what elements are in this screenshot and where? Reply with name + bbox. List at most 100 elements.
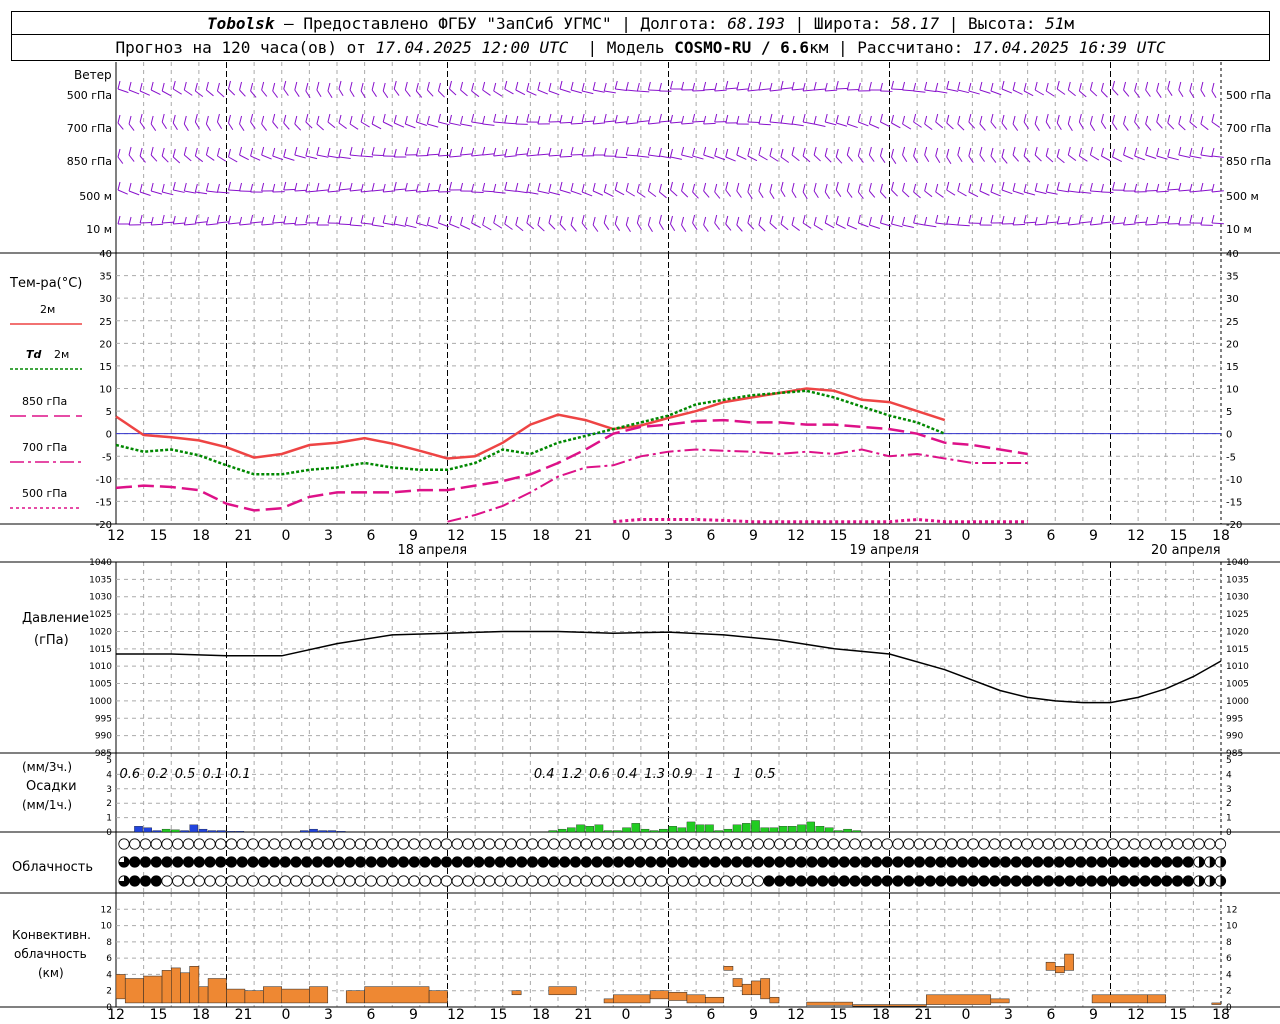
cloud-cell <box>344 875 356 887</box>
cloud-cell <box>494 875 506 887</box>
cloud-cell-fill <box>1043 856 1054 868</box>
precip-tick-right: 0 <box>1226 828 1232 838</box>
wind-barb <box>615 121 628 124</box>
wind-barb <box>1090 89 1098 97</box>
wind-barb <box>1101 221 1114 224</box>
wind-barb-feather <box>725 148 729 158</box>
wind-barb <box>902 89 915 92</box>
wind-barb <box>780 122 793 125</box>
cloud-cell <box>1128 838 1141 850</box>
wind-barb <box>1200 154 1213 158</box>
wind-barb <box>117 156 124 164</box>
cloud-cell <box>397 838 410 850</box>
conv-tick-left: 8 <box>106 938 112 948</box>
cloud-cell <box>731 838 743 850</box>
wind-barb-feather <box>272 82 276 92</box>
wind-barb <box>626 89 639 92</box>
cloud-cell-fill <box>1086 856 1097 868</box>
wind-barb-feather <box>1001 114 1005 124</box>
wind-barb <box>184 190 196 194</box>
wind-barb-feather <box>647 216 651 226</box>
wind-barb <box>824 155 832 163</box>
wind-barb <box>1012 89 1023 95</box>
wind-barb-feather <box>902 146 906 156</box>
wind-barb <box>1200 89 1206 98</box>
wind-barb <box>1013 223 1026 226</box>
provider: Предоставлено ФГБУ "ЗапСиб УГМС" <box>303 13 612 33</box>
cloud-cell-fill <box>527 856 538 868</box>
cloud-cell <box>247 838 259 850</box>
precip-unit-3h: (мм/3ч.) <box>22 760 72 774</box>
wind-barb <box>382 121 393 127</box>
wind-barb <box>438 90 445 98</box>
cloud-cell <box>645 838 657 850</box>
wind-barb-feather <box>968 183 972 193</box>
wind-barb-feather <box>780 148 784 158</box>
conv-bar <box>741 983 752 996</box>
conv-bar <box>345 990 365 1004</box>
wind-barb-feather <box>437 183 441 193</box>
wind-barb <box>515 224 524 232</box>
cloud-cell <box>580 838 592 850</box>
wind-barb-feather <box>780 80 784 90</box>
wind-barb <box>305 90 311 98</box>
wind-barb <box>416 222 428 227</box>
wind-barb <box>283 122 290 130</box>
wind-barb <box>415 90 423 98</box>
wind-barb-feather <box>990 214 994 224</box>
wind-barb <box>957 123 965 131</box>
wind-barb <box>1211 155 1224 158</box>
wind-barb-feather <box>879 214 883 224</box>
conv-bar <box>806 1001 853 1006</box>
cloud-cell <box>505 838 517 850</box>
wind-barb <box>1178 189 1191 192</box>
precip-bar <box>613 830 622 833</box>
wind-barb-feather <box>581 214 585 224</box>
wind-barb <box>327 155 340 159</box>
pressure-tick-left: 1015 <box>89 645 112 655</box>
wind-barb-feather <box>670 215 673 225</box>
cloud-cell-fill <box>634 856 646 868</box>
wind-barb <box>648 190 657 198</box>
precip-3h-total: 0.5 <box>175 767 196 782</box>
wind-barb-feather <box>1056 215 1060 225</box>
wind-barb <box>648 154 661 158</box>
wind-barb-feather <box>957 81 961 91</box>
precip-bar <box>207 830 217 833</box>
wind-barb-feather <box>272 183 276 193</box>
wind-barb <box>383 190 396 193</box>
wind-barb-feather <box>681 146 685 156</box>
wind-barb <box>692 89 705 92</box>
wind-barb <box>924 224 937 228</box>
cloud-cell-fill <box>280 856 291 868</box>
wind-barb <box>570 224 577 232</box>
wind-barb <box>681 122 694 125</box>
wind-barb-feather <box>581 82 585 92</box>
wind-barb-feather <box>504 114 508 124</box>
wind-barb-feather <box>515 115 519 125</box>
cloud-cell-fill <box>538 856 549 868</box>
wind-barb-feather <box>780 114 784 124</box>
cloud-cell <box>881 838 893 850</box>
wind-barb-feather <box>404 115 408 125</box>
header-title-row: Tobolsk — Предоставлено ФГБУ "ЗапСиб УГМ… <box>11 11 1270 35</box>
wind-barb-feather <box>205 216 209 226</box>
wind-barb <box>482 123 495 126</box>
wind-barb-feather <box>460 146 464 156</box>
wind-barb <box>416 121 427 126</box>
wind-barb-feather <box>1078 113 1082 123</box>
wind-barb-feather <box>658 113 662 123</box>
wind-barb <box>250 121 256 129</box>
wind-barb-feather <box>205 81 209 91</box>
wind-barb-feather <box>681 81 685 91</box>
wind-level-label-left: 500 гПа <box>67 89 112 102</box>
wind-barb <box>405 224 417 229</box>
wind-barb-feather <box>957 182 961 192</box>
cloud-cell-fill <box>828 856 839 868</box>
conv-bar <box>751 980 761 996</box>
wind-barb-feather <box>946 148 950 158</box>
wind-barb <box>228 156 238 163</box>
cloud-cell <box>516 838 528 850</box>
cloud-cell <box>741 875 754 887</box>
precip-bar <box>677 827 687 833</box>
